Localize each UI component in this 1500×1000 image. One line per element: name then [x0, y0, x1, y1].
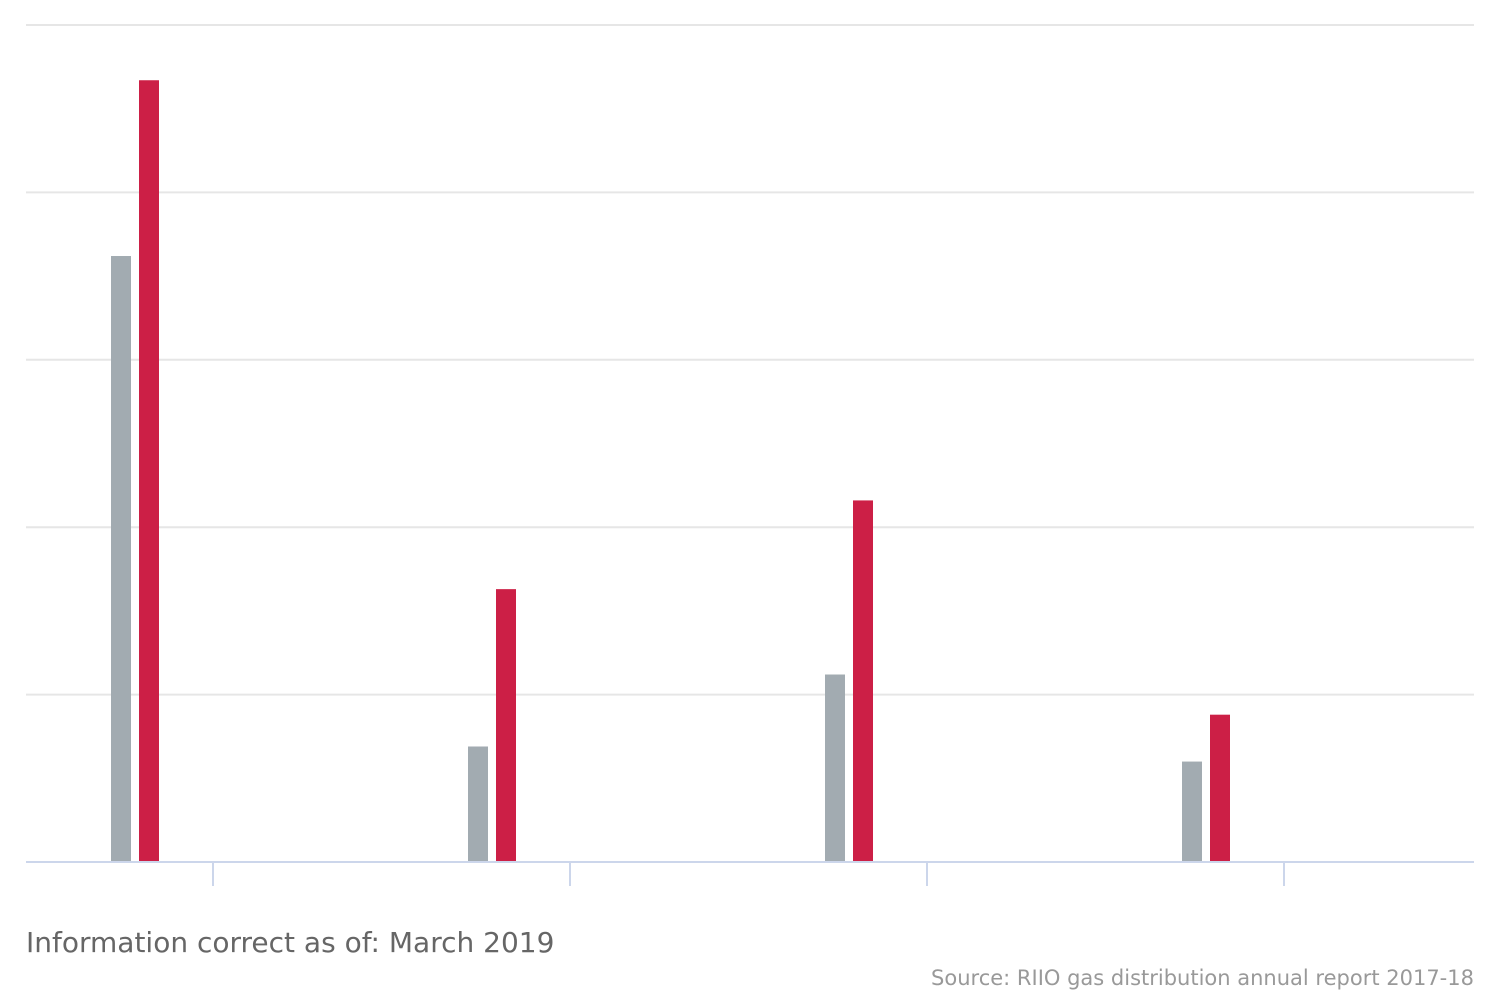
bar-series-0-cat-1[interactable]	[468, 746, 488, 862]
x-axis-ticks	[212, 862, 1285, 886]
bar-series-0-cat-3[interactable]	[1182, 761, 1202, 862]
bars	[111, 80, 1230, 863]
gridlines	[26, 24, 1474, 696]
bar-series-1-cat-1[interactable]	[496, 589, 516, 862]
bar-series-0-cat-0[interactable]	[111, 256, 131, 863]
source-credit: Source: RIIO gas distribution annual rep…	[931, 966, 1474, 990]
bar-series-0-cat-2[interactable]	[825, 674, 845, 862]
bar-series-1-cat-0[interactable]	[139, 80, 159, 862]
bar-series-1-cat-3[interactable]	[1210, 714, 1230, 862]
bar-series-1-cat-2[interactable]	[853, 500, 873, 862]
info-note: Information correct as of: March 2019	[26, 926, 555, 959]
